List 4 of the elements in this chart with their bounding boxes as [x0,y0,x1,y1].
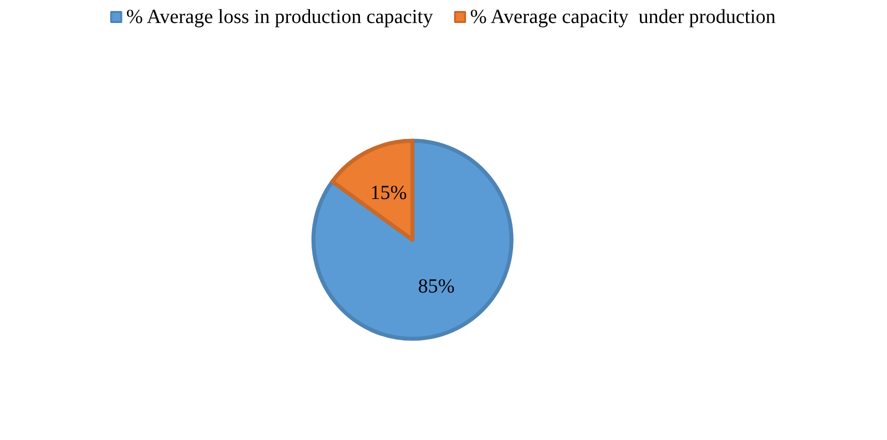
legend-label: % Average loss in production capacity [126,6,433,28]
data-label: 85% [418,276,455,298]
legend-label: % Average capacity under production [470,6,776,28]
data-label: 15% [370,182,407,204]
